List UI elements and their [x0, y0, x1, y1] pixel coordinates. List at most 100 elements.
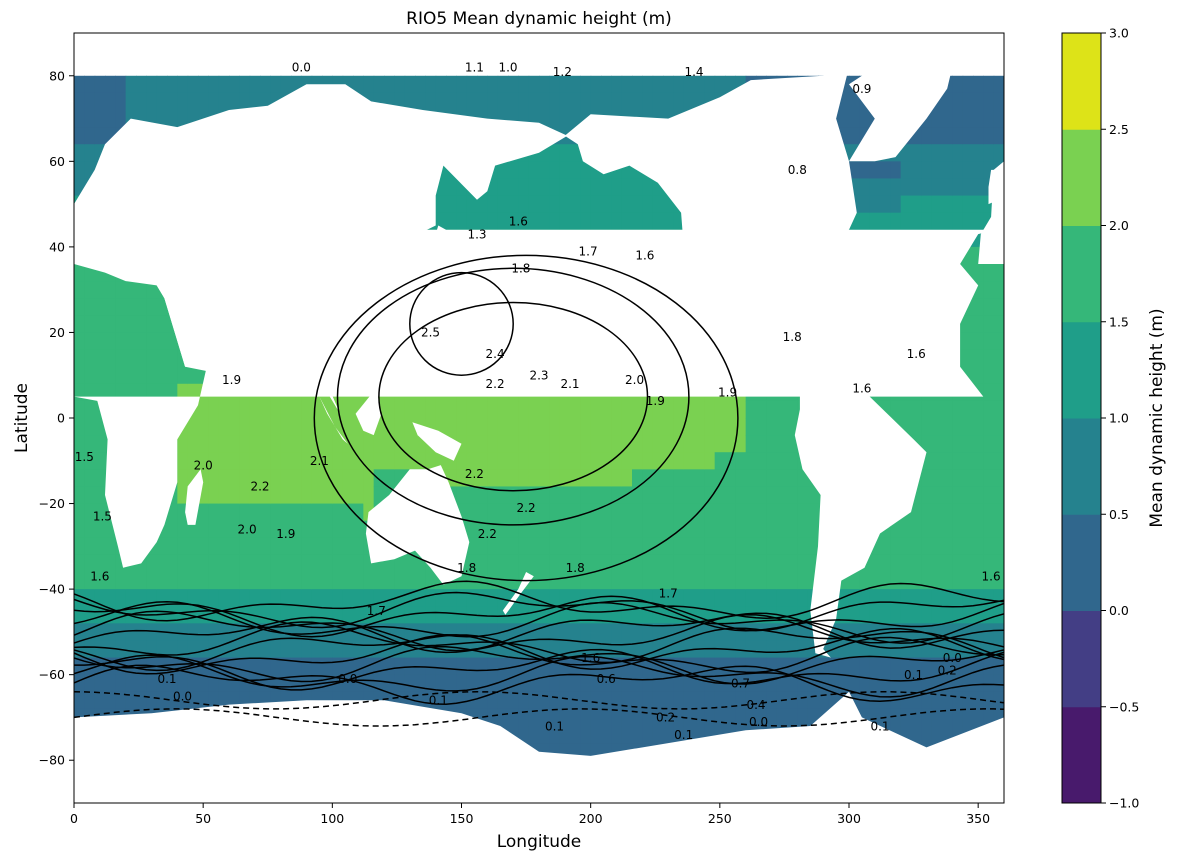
- field-cell: [652, 195, 664, 214]
- field-cell: [229, 435, 240, 453]
- field-cell: [74, 418, 85, 436]
- field-cell: [580, 469, 592, 488]
- field-cell: [291, 469, 302, 488]
- field-cell: [187, 640, 199, 659]
- field-cell: [590, 691, 602, 710]
- field-cell: [394, 92, 406, 111]
- field-cell: [952, 127, 964, 145]
- field-cell: [859, 161, 871, 180]
- field-cell: [694, 400, 705, 419]
- field-cell: [632, 623, 643, 642]
- field-cell: [745, 418, 757, 436]
- field-cell: [84, 264, 96, 282]
- field-cell: [301, 400, 313, 419]
- field-cell: [642, 640, 654, 659]
- field-cell: [983, 383, 995, 402]
- field-cell: [497, 435, 509, 453]
- field-cell: [921, 537, 933, 556]
- field-cell: [869, 212, 881, 231]
- field-cell: [683, 452, 695, 470]
- contour-line: [74, 613, 1004, 654]
- field-cell: [745, 708, 757, 727]
- field-cell: [270, 452, 282, 470]
- field-cell: [601, 572, 612, 590]
- field-cell: [549, 726, 561, 744]
- field-cell: [590, 606, 602, 624]
- field-cell: [797, 708, 809, 727]
- contour-label: 1.8: [566, 561, 585, 575]
- field-cell: [270, 503, 282, 522]
- field-cell: [280, 400, 292, 419]
- field-cell: [311, 554, 323, 573]
- field-cell: [446, 640, 457, 659]
- field-cell: [704, 691, 716, 710]
- field-cell: [931, 400, 943, 419]
- field-cell: [539, 486, 550, 505]
- field-cell: [229, 469, 240, 488]
- field-cell: [952, 657, 964, 676]
- field-cell: [353, 486, 364, 505]
- field-cell: [549, 435, 561, 453]
- field-cell: [580, 623, 592, 642]
- field-cell: [332, 486, 344, 505]
- contour-line: [74, 580, 1004, 622]
- field-cell: [807, 674, 819, 693]
- field-cell: [497, 75, 509, 94]
- field-cell: [756, 486, 767, 505]
- field-cell: [363, 623, 375, 642]
- field-cell: [146, 640, 158, 659]
- field-cell: [115, 657, 127, 676]
- field-cell: [673, 400, 685, 419]
- field-cell: [973, 75, 984, 94]
- field-cell: [125, 589, 137, 607]
- field-cell: [632, 418, 643, 436]
- contour-label: 0.7: [731, 677, 750, 691]
- field-cell: [559, 640, 571, 659]
- field-cell: [74, 520, 85, 539]
- field-cell: [787, 589, 798, 607]
- field-cell: [508, 75, 519, 94]
- field-cell: [528, 537, 540, 556]
- field-cell: [787, 520, 798, 539]
- field-cell: [694, 623, 705, 642]
- field-cell: [756, 708, 767, 727]
- y-tick-label: 80: [49, 68, 65, 83]
- field-cell: [601, 503, 612, 522]
- field-cell: [84, 400, 96, 419]
- field-cell: [415, 452, 426, 470]
- field-cell: [859, 195, 871, 214]
- field-cell: [208, 537, 220, 556]
- field-cell: [869, 537, 881, 556]
- field-cell: [456, 486, 468, 505]
- field-cell: [642, 503, 654, 522]
- field-cell: [322, 640, 333, 659]
- field-cell: [466, 400, 478, 419]
- field-cell: [177, 469, 189, 488]
- field-cell: [84, 606, 96, 624]
- field-cell: [198, 92, 209, 111]
- field-cell: [611, 572, 623, 590]
- field-cell: [239, 435, 251, 453]
- field-cell: [611, 589, 623, 607]
- field-cell: [735, 623, 747, 642]
- field-cell: [466, 589, 478, 607]
- field-cell: [559, 178, 571, 197]
- field-cell: [911, 726, 922, 744]
- field-cell: [74, 554, 85, 573]
- field-cell: [94, 537, 106, 556]
- field-cell: [539, 537, 550, 556]
- field-cell: [456, 657, 468, 676]
- contour-line: [74, 648, 1004, 691]
- field-cell: [683, 435, 695, 453]
- field-cell: [291, 75, 302, 94]
- field-cell: [187, 418, 199, 436]
- field-cell: [487, 657, 499, 676]
- field-cell: [621, 708, 633, 727]
- field-cell: [528, 503, 540, 522]
- field-cell: [559, 708, 571, 727]
- field-cell: [911, 503, 922, 522]
- field-cell: [993, 92, 1004, 111]
- field-cell: [94, 640, 106, 659]
- field-cell: [94, 366, 106, 385]
- field-cell: [663, 674, 674, 693]
